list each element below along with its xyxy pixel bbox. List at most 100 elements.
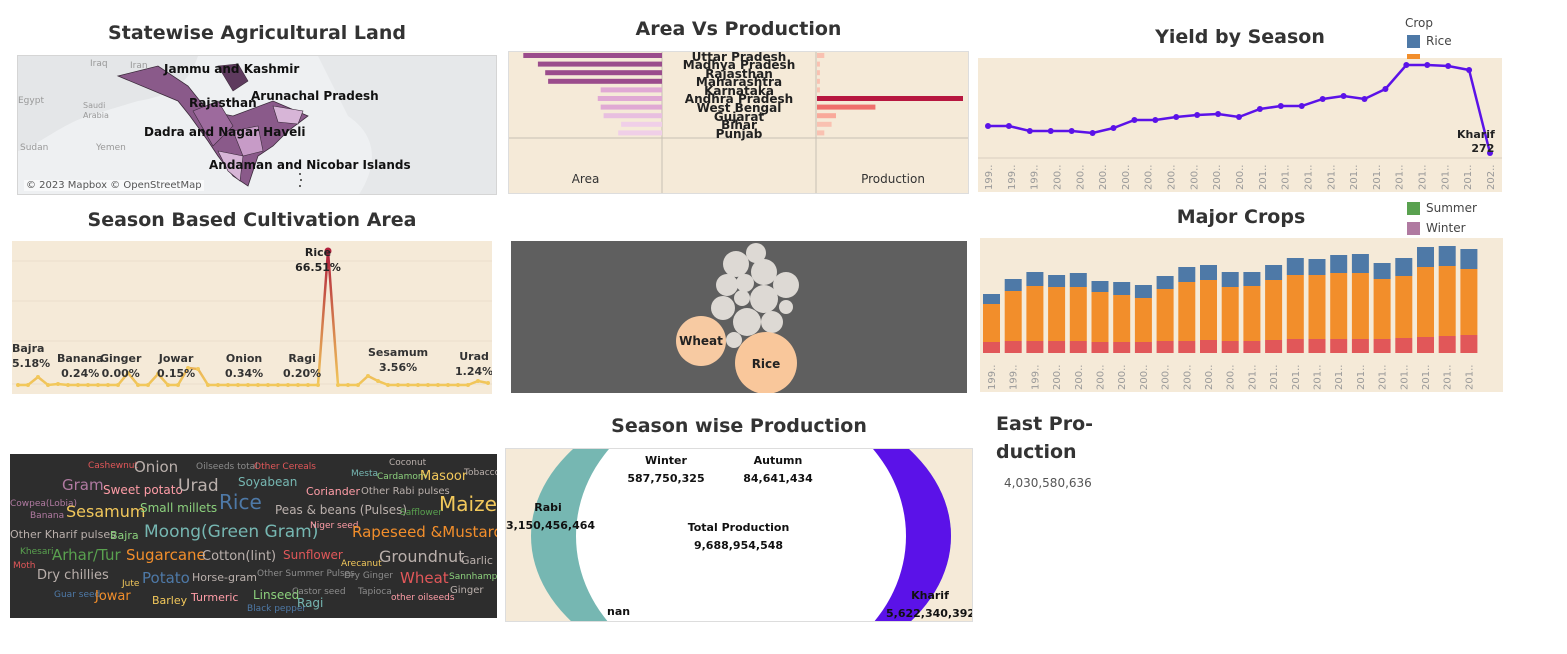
word-cloud-word[interactable]: Linseed — [253, 588, 300, 602]
word-cloud-word[interactable]: other oilseeds — [391, 593, 455, 603]
word-cloud-word[interactable]: Sweet potato — [103, 483, 183, 497]
word-cloud-word[interactable]: Safflower — [400, 508, 443, 518]
mc-bar-blue — [1417, 247, 1434, 267]
word-cloud-word[interactable]: Maize — [439, 492, 497, 516]
word-cloud-word[interactable]: Tapioca — [358, 587, 392, 597]
word-cloud-word[interactable]: Guar seed — [54, 590, 101, 600]
word-cloud-word[interactable]: Horse-gram — [192, 571, 257, 584]
kharif-value: 5,622,340,392 — [886, 607, 973, 620]
word-cloud-word[interactable]: Masoor — [420, 469, 468, 484]
yield-chart[interactable]: 199.. 199.. 199.. 200.. 200.. 200.. 200.. 200..… — [978, 58, 1502, 192]
word-cloud-word[interactable]: Bajra — [110, 529, 139, 542]
word-cloud-word[interactable]: Other Rabi pulses — [361, 486, 450, 497]
word-cloud-word[interactable]: Sesamum — [66, 502, 146, 521]
word-cloud-word[interactable]: Urad — [178, 476, 219, 496]
mc-tick: 200.. — [1204, 365, 1215, 390]
word-cloud-word[interactable]: Rapeseed &Mustard — [352, 523, 497, 541]
word-cloud-word[interactable]: Black pepper — [247, 604, 307, 614]
word-cloud-word[interactable]: Soyabean — [238, 475, 298, 489]
word-cloud-word[interactable]: Potato — [142, 569, 190, 587]
word-cloud-word[interactable]: Wheat — [400, 569, 449, 587]
india-map[interactable]: Iraq Iran Egypt Saudi Arabia Sudan Yemen… — [17, 55, 497, 195]
word-cloud-word[interactable]: Mesta — [351, 469, 379, 479]
legend-winter-label: Winter — [1426, 221, 1466, 235]
sa-point — [476, 379, 480, 383]
sa-point — [316, 383, 320, 387]
yield-point — [1277, 103, 1284, 109]
word-cloud-word[interactable]: Cotton(lint) — [202, 549, 277, 564]
area-bar — [600, 87, 662, 93]
word-cloud-word[interactable]: Ginger — [450, 585, 484, 596]
sa-point — [486, 381, 490, 385]
kharif-label: Kharif — [911, 589, 949, 602]
area-prod-chart[interactable]: Uttar Pradesh Madhya Pradesh Rajasthan M… — [508, 51, 969, 194]
word-cloud-word[interactable]: Ragi — [297, 596, 324, 610]
word-cloud-word[interactable]: Dry chillies — [37, 568, 109, 583]
word-cloud-word[interactable]: Oilseeds total — [196, 462, 258, 472]
season-area-chart[interactable]: Rice 66.51% Bajra 5.18% Banana 0.24% Ginge… — [12, 241, 492, 394]
sa-point — [126, 371, 130, 375]
mc-tick: 201.. — [1378, 365, 1389, 390]
yield-point — [1005, 123, 1012, 129]
area-bar — [603, 113, 662, 119]
sa-peak-label: Rice 66.51% — [294, 245, 342, 275]
word-cloud-word[interactable]: Sunflower — [283, 548, 343, 562]
word-cloud-word[interactable]: Tobacco — [464, 468, 497, 478]
major-crops-chart[interactable]: 199.. 199.. 199.. 200.. 200.. 200.. 200.. 200..… — [980, 238, 1503, 392]
geo-label-iran: Iran — [130, 61, 148, 71]
word-cloud-word[interactable]: Groundnut — [379, 547, 465, 566]
word-cloud-word[interactable]: Jowar — [95, 589, 131, 604]
yield-tick: 201.. — [1463, 165, 1474, 190]
word-cloud-word[interactable]: Barley — [152, 594, 188, 607]
mc-bar-orange — [1286, 275, 1304, 339]
word-cloud-word[interactable]: Dry Ginger — [344, 571, 393, 581]
word-cloud-word[interactable]: Onion — [134, 458, 179, 476]
word-cloud-word[interactable]: Moong(Green Gram) — [144, 522, 319, 542]
sa-point — [96, 383, 100, 387]
east-production-value: 4,030,580,636 — [1004, 476, 1092, 490]
bubble-label-wheat: Wheat — [679, 334, 723, 348]
word-cloud-word[interactable]: Other Kharif pulses — [10, 528, 116, 541]
production-bar — [817, 70, 820, 76]
word-cloud-word[interactable]: Jute — [122, 579, 140, 589]
word-cloud-word[interactable]: Arhar/Tur — [52, 546, 121, 564]
word-cloud-word[interactable]: Coriander — [306, 485, 360, 498]
word-cloud-word[interactable]: Castor seed — [292, 587, 346, 597]
word-cloud-word[interactable]: Rice — [219, 490, 262, 514]
word-cloud-word[interactable]: Turmeric — [191, 591, 239, 604]
word-cloud-word[interactable]: Cashewnut — [88, 461, 139, 471]
word-cloud-word[interactable]: Sugarcane — [126, 546, 206, 564]
word-cloud-word[interactable]: Other Summer Pulses — [257, 569, 355, 579]
mc-bar-red — [1243, 341, 1261, 353]
legend-item-rice[interactable]: Rice — [1407, 34, 1452, 48]
word-cloud-word[interactable]: Cardamom — [377, 472, 427, 482]
word-cloud-word[interactable]: Gram — [62, 476, 104, 494]
bubble-chart[interactable]: Wheat Rice — [511, 241, 967, 393]
word-cloud-word[interactable]: Khesari — [20, 547, 54, 557]
legend-item-winter[interactable]: Winter — [1407, 221, 1466, 235]
word-cloud-word[interactable]: Cowpea(Lobia) — [10, 499, 78, 509]
mc-bar-red — [1308, 339, 1326, 353]
word-cloud[interactable]: Cashewnut Onion Oilseeds total Other Cereal… — [10, 454, 497, 618]
word-cloud-word[interactable]: Moth — [13, 561, 36, 571]
legend-item-summer[interactable]: Summer — [1407, 201, 1477, 215]
bubble-label-rice: Rice — [751, 357, 781, 371]
word-cloud-word[interactable]: Garlic — [461, 554, 493, 567]
word-cloud-word[interactable]: Sannhamp — [449, 572, 497, 582]
word-cloud-word[interactable]: Other Cereals — [254, 462, 316, 472]
legend-rice-label: Rice — [1426, 34, 1452, 48]
map-attribution[interactable]: © 2023 Mapbox © OpenStreetMap — [24, 180, 204, 191]
word-cloud-word[interactable]: Arecanut — [341, 559, 382, 569]
sa-point — [46, 383, 50, 387]
season-prod-chart[interactable]: Winter 587,750,325 Autumn 84,641,434 Rab… — [505, 448, 973, 622]
crop-legend-title: Crop — [1405, 16, 1434, 30]
mc-tick: 200.. — [1161, 365, 1172, 390]
bubble-grey — [716, 274, 738, 296]
mc-bar-red — [1286, 339, 1304, 353]
word-cloud-word[interactable]: Coconut — [389, 458, 427, 468]
word-cloud-word[interactable]: Niger seed — [310, 521, 359, 531]
word-cloud-word[interactable]: Peas & beans (Pulses) — [275, 503, 408, 517]
sa-value-ragi: 0.20% — [283, 367, 322, 380]
word-cloud-word[interactable]: Banana — [30, 511, 65, 521]
word-cloud-word[interactable]: Small millets — [140, 501, 218, 515]
